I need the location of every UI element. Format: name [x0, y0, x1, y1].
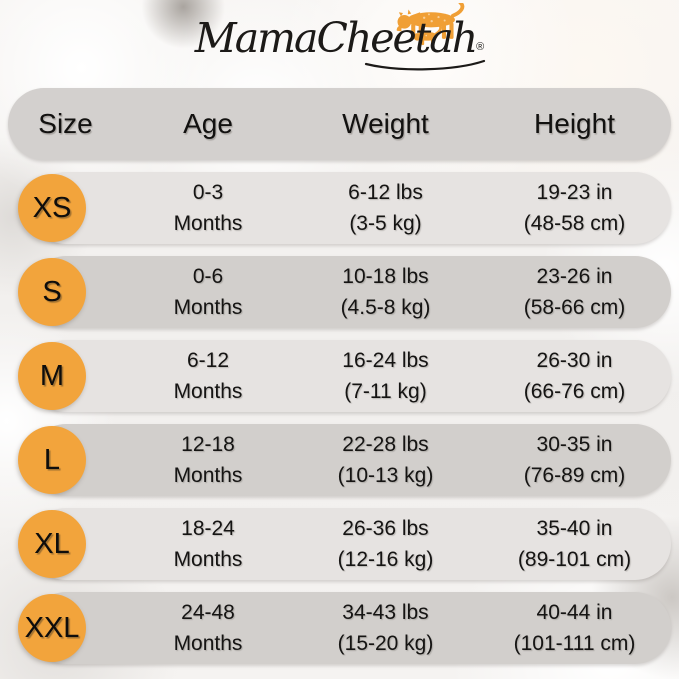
- header-height: Height: [534, 108, 615, 139]
- weight-cell: 22-28 lbs (10-13 kg): [293, 429, 478, 491]
- height-cm: (48-58 cm): [523, 212, 626, 235]
- table-row: XS 0-3 Months 6-12 lbs (3-5 kg) 19-23 in…: [8, 172, 671, 244]
- age-cell: 12-18 Months: [123, 429, 293, 491]
- header-size: Size: [38, 108, 93, 139]
- weight-kg: (15-20 kg): [337, 632, 434, 655]
- table-rows: XS 0-3 Months 6-12 lbs (3-5 kg) 19-23 in…: [8, 172, 671, 664]
- table-row: L 12-18 Months 22-28 lbs (10-13 kg) 30-3…: [8, 424, 671, 496]
- header-age: Age: [183, 108, 233, 139]
- age-unit: Months: [173, 548, 243, 571]
- table-row: XXL 24-48 Months 34-43 lbs (15-20 kg) 40…: [8, 592, 671, 664]
- size-badge: M: [18, 342, 86, 410]
- weight-lbs: 10-18 lbs: [342, 265, 429, 288]
- height-cm: (76-89 cm): [523, 464, 626, 487]
- size-badge: S: [18, 258, 86, 326]
- height-in: 23-26 in: [536, 265, 613, 288]
- brand-name-text: MamaCheetah: [194, 14, 478, 62]
- row-grid: 0-3 Months 6-12 lbs (3-5 kg) 19-23 in (4…: [8, 172, 671, 244]
- table-row: XL 18-24 Months 26-36 lbs (12-16 kg) 35-…: [8, 508, 671, 580]
- age-range: 18-24: [181, 517, 235, 540]
- size-badge-label: XL: [34, 527, 70, 560]
- brand-logo: MamaCheetah®: [0, 0, 679, 86]
- brand-name: MamaCheetah®: [0, 18, 679, 59]
- weight-kg: (7-11 kg): [344, 380, 427, 403]
- age-cell: 24-48 Months: [123, 597, 293, 659]
- row-pill: [30, 592, 671, 664]
- age-range: 6-12: [186, 349, 230, 372]
- table-header-row: Size Age Weight Height: [8, 88, 671, 160]
- height-cell: 35-40 in (89-101 cm): [478, 513, 671, 575]
- height-cell: 19-23 in (48-58 cm): [478, 177, 671, 239]
- age-unit: Months: [173, 380, 243, 403]
- weight-cell: 26-36 lbs (12-16 kg): [293, 513, 478, 575]
- table-row: M 6-12 Months 16-24 lbs (7-11 kg) 26-30 …: [8, 340, 671, 412]
- height-in: 40-44 in: [536, 601, 613, 624]
- weight-lbs: 16-24 lbs: [342, 349, 429, 372]
- size-badge: XS: [18, 174, 86, 242]
- height-cm: (101-111 cm): [513, 632, 636, 655]
- size-table: Size Age Weight Height XS 0-3 Months 6-1…: [8, 88, 671, 676]
- row-grid: 6-12 Months 16-24 lbs (7-11 kg) 26-30 in…: [8, 340, 671, 412]
- row-grid: 0-6 Months 10-18 lbs (4.5-8 kg) 23-26 in…: [8, 256, 671, 328]
- row-grid: 12-18 Months 22-28 lbs (10-13 kg) 30-35 …: [8, 424, 671, 496]
- age-range: 12-18: [181, 433, 235, 456]
- height-cell: 30-35 in (76-89 cm): [478, 429, 671, 491]
- age-cell: 18-24 Months: [123, 513, 293, 575]
- weight-kg: (12-16 kg): [337, 548, 434, 571]
- row-pill: [30, 508, 671, 580]
- row-grid: 18-24 Months 26-36 lbs (12-16 kg) 35-40 …: [8, 508, 671, 580]
- weight-cell: 16-24 lbs (7-11 kg): [293, 345, 478, 407]
- age-unit: Months: [173, 212, 243, 235]
- size-badge-label: L: [43, 443, 61, 476]
- height-cell: 40-44 in (101-111 cm): [478, 597, 671, 659]
- weight-lbs: 34-43 lbs: [342, 601, 429, 624]
- age-range: 24-48: [181, 601, 235, 624]
- height-in: 26-30 in: [536, 349, 613, 372]
- weight-lbs: 22-28 lbs: [342, 433, 429, 456]
- weight-lbs: 26-36 lbs: [342, 517, 429, 540]
- height-cm: (89-101 cm): [517, 548, 632, 571]
- age-cell: 0-3 Months: [123, 177, 293, 239]
- row-pill: [30, 256, 671, 328]
- row-pill: [30, 172, 671, 244]
- weight-kg: (10-13 kg): [337, 464, 434, 487]
- row-pill: [30, 340, 671, 412]
- height-in: 35-40 in: [536, 517, 613, 540]
- size-badge: L: [18, 426, 86, 494]
- weight-cell: 10-18 lbs (4.5-8 kg): [293, 261, 478, 323]
- weight-cell: 6-12 lbs (3-5 kg): [293, 177, 478, 239]
- table-row: S 0-6 Months 10-18 lbs (4.5-8 kg) 23-26 …: [8, 256, 671, 328]
- height-in: 19-23 in: [536, 181, 613, 204]
- height-cm: (66-76 cm): [523, 380, 626, 403]
- age-unit: Months: [173, 296, 243, 319]
- underline-flourish-icon: [364, 59, 485, 71]
- height-cm: (58-66 cm): [523, 296, 626, 319]
- size-badge-label: M: [39, 359, 65, 392]
- size-badge: XXL: [18, 594, 86, 662]
- cheetah-icon: [396, 3, 464, 46]
- weight-kg: (3-5 kg): [349, 212, 422, 235]
- height-in: 30-35 in: [536, 433, 613, 456]
- weight-lbs: 6-12 lbs: [348, 181, 423, 204]
- height-cell: 23-26 in (58-66 cm): [478, 261, 671, 323]
- weight-cell: 34-43 lbs (15-20 kg): [293, 597, 478, 659]
- size-badge-label: XXL: [24, 611, 80, 644]
- age-range: 0-6: [192, 265, 224, 288]
- size-badge-label: XS: [32, 191, 72, 224]
- age-range: 0-3: [192, 181, 224, 204]
- weight-kg: (4.5-8 kg): [340, 296, 431, 319]
- age-cell: 6-12 Months: [123, 345, 293, 407]
- size-badge-label: S: [42, 275, 62, 308]
- height-cell: 26-30 in (66-76 cm): [478, 345, 671, 407]
- age-cell: 0-6 Months: [123, 261, 293, 323]
- age-unit: Months: [173, 464, 243, 487]
- registered-trademark: ®: [476, 41, 485, 53]
- header-weight: Weight: [342, 108, 429, 139]
- age-unit: Months: [173, 632, 243, 655]
- row-grid: 24-48 Months 34-43 lbs (15-20 kg) 40-44 …: [8, 592, 671, 664]
- size-badge: XL: [18, 510, 86, 578]
- row-pill: [30, 424, 671, 496]
